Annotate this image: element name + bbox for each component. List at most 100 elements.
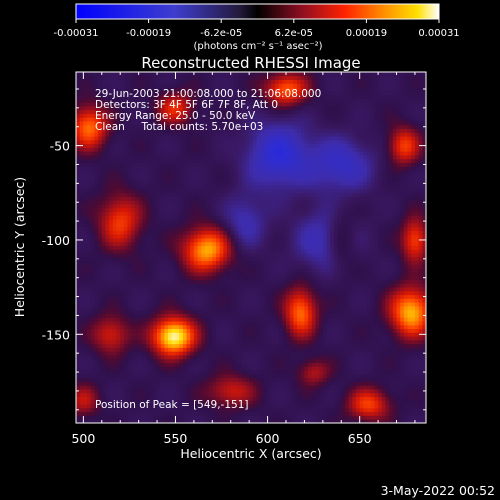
heatmap-cell	[146, 170, 151, 175]
heatmap-cell	[212, 219, 217, 224]
heatmap-cell	[175, 117, 180, 122]
heatmap-cell	[112, 396, 117, 401]
heatmap-cell	[138, 392, 143, 397]
heatmap-cell	[168, 75, 173, 80]
heatmap-cell	[234, 358, 239, 364]
heatmap-cell	[131, 87, 136, 92]
heatmap-cell	[249, 366, 254, 371]
heatmap-cell	[134, 79, 140, 84]
heatmap-cell	[263, 306, 268, 311]
heatmap-cell	[76, 339, 81, 345]
heatmap-cell	[204, 162, 210, 167]
heatmap-cell	[127, 238, 132, 243]
heatmap-cell	[186, 373, 191, 379]
heatmap-cell	[157, 98, 162, 103]
heatmap-cell	[230, 219, 235, 224]
heatmap-cell	[175, 204, 180, 209]
heatmap-cell	[256, 173, 261, 179]
heatmap-cell	[204, 287, 210, 292]
heatmap-cell	[160, 358, 165, 364]
heatmap-cell	[79, 189, 84, 194]
heatmap-cell	[179, 396, 184, 401]
heatmap-cell	[112, 121, 117, 126]
heatmap-cell	[175, 355, 180, 360]
heatmap-cell	[182, 166, 187, 171]
heatmap-cell	[168, 211, 173, 216]
heatmap-cell	[83, 83, 88, 88]
heatmap-cell	[127, 79, 132, 84]
heatmap-cell	[168, 109, 173, 114]
heatmap-cell	[197, 98, 202, 103]
heatmap-cell	[201, 226, 206, 231]
heatmap-cell	[238, 192, 243, 197]
heatmap-cell	[245, 139, 250, 145]
heatmap-cell	[116, 302, 121, 307]
heatmap-cell	[112, 230, 117, 235]
heatmap-cell	[256, 132, 261, 137]
heatmap-cell	[142, 268, 147, 273]
heatmap-cell	[112, 185, 117, 190]
heatmap-cell	[175, 377, 180, 382]
heatmap-cell	[160, 415, 165, 420]
heatmap-cell	[252, 283, 257, 288]
heatmap-cell	[101, 121, 106, 126]
heatmap-cell	[123, 370, 128, 375]
heatmap-cell	[153, 189, 158, 194]
heatmap-cell	[134, 207, 140, 213]
heatmap-cell	[216, 283, 221, 288]
heatmap-cell	[160, 275, 165, 280]
heatmap-cell	[234, 343, 239, 348]
heatmap-cell	[212, 117, 217, 122]
heatmap-cell	[234, 98, 239, 103]
heatmap-cell	[227, 192, 232, 197]
heatmap-cell	[230, 132, 235, 137]
heatmap-cell	[101, 279, 106, 284]
heatmap-cell	[146, 151, 151, 156]
heatmap-cell	[164, 389, 169, 394]
heatmap-cell	[123, 366, 128, 371]
heatmap-cell	[193, 75, 198, 80]
heatmap-cell	[105, 287, 110, 292]
heatmap-cell	[153, 317, 158, 322]
heatmap-cell	[223, 336, 228, 341]
heatmap-cell	[120, 358, 125, 364]
heatmap-cell	[131, 113, 136, 118]
heatmap-cell	[256, 294, 261, 299]
heatmap-cell	[234, 139, 239, 145]
heatmap-cell	[146, 72, 151, 77]
heatmap-cell	[134, 324, 140, 330]
heatmap-cell	[204, 181, 210, 186]
heatmap-cell	[186, 117, 191, 122]
heatmap-cell	[190, 132, 195, 137]
heatmap-cell	[234, 173, 239, 179]
heatmap-cell	[164, 128, 169, 133]
heatmap-cell	[227, 200, 232, 205]
heatmap-cell	[252, 72, 257, 77]
heatmap-cell	[127, 256, 132, 262]
heatmap-cell	[263, 290, 268, 296]
heatmap-cell	[238, 124, 243, 130]
heatmap-cell	[219, 90, 224, 96]
heatmap-cell	[204, 392, 210, 397]
heatmap-cell	[212, 366, 217, 371]
heatmap-cell	[123, 151, 128, 156]
heatmap-cell	[212, 147, 217, 152]
heatmap-cell	[112, 98, 117, 103]
heatmap-cell	[98, 366, 103, 371]
heatmap-cell	[83, 173, 88, 179]
heatmap-cell	[157, 377, 162, 382]
heatmap-cell	[260, 181, 265, 186]
heatmap-cell	[175, 362, 180, 367]
heatmap-cell	[230, 355, 235, 360]
heatmap-cell	[123, 339, 128, 345]
heatmap-cell	[157, 351, 162, 356]
heatmap-cell	[249, 294, 254, 299]
heatmap-cell	[171, 98, 176, 103]
heatmap-cell	[142, 377, 147, 382]
heatmap-cell	[245, 389, 250, 394]
heatmap-cell	[112, 147, 117, 152]
heatmap-cell	[79, 279, 84, 284]
heatmap-cell	[179, 324, 184, 330]
heatmap-cell	[219, 113, 224, 118]
heatmap-cell	[179, 317, 184, 322]
